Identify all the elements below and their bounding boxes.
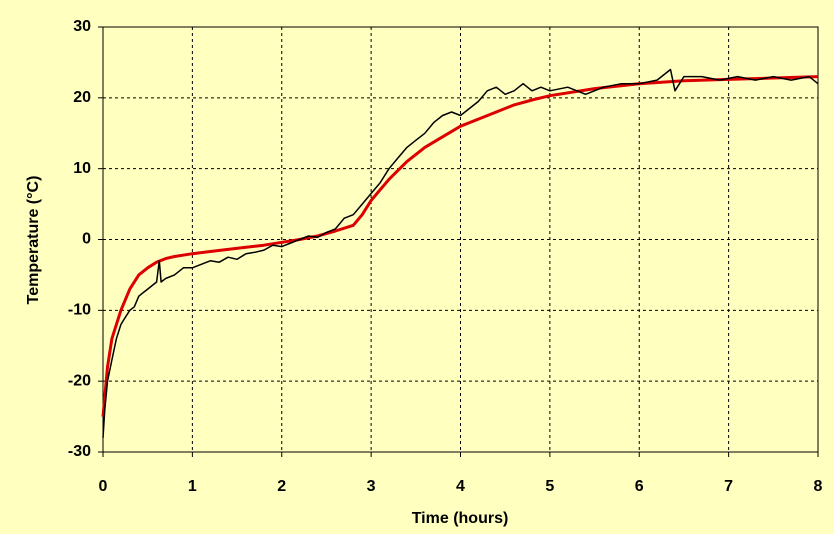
x-tick-label: 7 <box>724 478 733 495</box>
y-tick-label: -10 <box>68 302 91 319</box>
y-tick-label: 20 <box>73 89 91 106</box>
y-tick-label: -20 <box>68 372 91 389</box>
x-tick-label: 8 <box>814 478 823 495</box>
x-tick-label: 4 <box>456 478 465 495</box>
x-tick-label: 5 <box>545 478 554 495</box>
x-tick-label: 2 <box>277 478 286 495</box>
x-axis-label: Time (hours) <box>412 510 509 527</box>
x-tick-label: 1 <box>188 478 197 495</box>
x-tick-label: 3 <box>367 478 376 495</box>
y-tick-label: -30 <box>68 443 91 460</box>
x-tick-label: 6 <box>635 478 644 495</box>
y-tick-label: 10 <box>73 160 91 177</box>
y-tick-label: 30 <box>73 18 91 35</box>
x-tick-label: 0 <box>99 478 108 495</box>
y-tick-label: 0 <box>82 231 91 248</box>
data-line <box>102 68 819 438</box>
data-line <box>101 75 819 417</box>
y-axis-label: Temperature (°C) <box>25 176 42 305</box>
